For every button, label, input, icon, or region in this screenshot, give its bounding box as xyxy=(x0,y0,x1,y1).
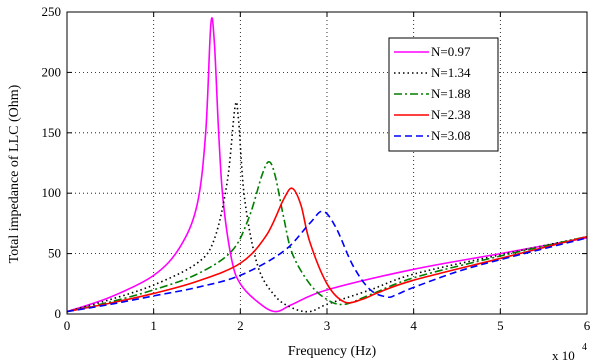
x-tick-label: 5 xyxy=(497,318,504,333)
y-tick-label: 100 xyxy=(42,185,62,200)
x-tick-label: 0 xyxy=(64,318,71,333)
legend-label: N=1.88 xyxy=(431,86,470,101)
x-tick-label: 1 xyxy=(150,318,157,333)
legend-label: N=2.38 xyxy=(431,107,470,122)
series-line-1 xyxy=(66,17,588,313)
legend-label: N=3.08 xyxy=(431,128,470,143)
series-line-2 xyxy=(66,101,588,313)
series-line-5 xyxy=(66,210,588,313)
y-tick-label: 0 xyxy=(55,306,62,321)
series-line-4 xyxy=(66,187,588,313)
x-axis-label: Frequency (Hz) xyxy=(288,344,377,359)
x-tick-label: 2 xyxy=(237,318,244,333)
series-layer xyxy=(66,17,588,313)
y-tick-label: 150 xyxy=(42,125,62,140)
legend-label: N=0.97 xyxy=(431,44,471,59)
x-tick-label: 6 xyxy=(584,318,591,333)
legend-label: N=1.34 xyxy=(431,65,471,80)
y-tick-label: 200 xyxy=(42,64,62,79)
x-multiplier-exponent: 4 xyxy=(582,342,587,353)
y-axis-label: Total impedance of LLC (Ohm) xyxy=(7,84,22,263)
series-line-3 xyxy=(66,160,588,313)
axis-ticks: 0 1 2 3 4 5 6 0 50 100 150 200 250 xyxy=(42,4,591,333)
legend-box xyxy=(388,37,499,152)
legend: N=0.97 N=1.34 N=1.88 N=2.38 N=3.08 xyxy=(388,37,499,152)
x-tick-label: 4 xyxy=(410,318,417,333)
y-tick-label: 250 xyxy=(42,4,62,19)
grid-lines xyxy=(67,12,587,314)
y-tick-label: 50 xyxy=(48,246,61,261)
x-multiplier-label: x 10 xyxy=(552,348,575,363)
x-tick-label: 3 xyxy=(324,318,331,333)
